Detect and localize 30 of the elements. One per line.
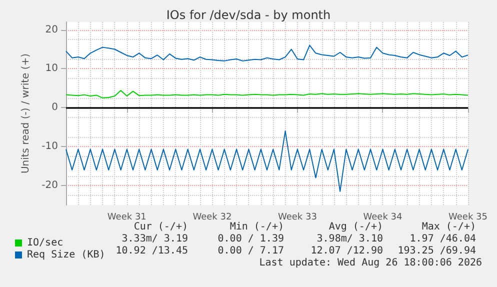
text: Max (-/+) bbox=[422, 222, 476, 232]
text: Cur (-/+) bbox=[134, 222, 188, 232]
legend-label: IO/sec bbox=[27, 238, 64, 248]
y-tick-label: 0 bbox=[52, 102, 58, 114]
legend-label: Req Size (KB) bbox=[27, 250, 106, 260]
chart-title: IOs for /dev/sda - by month bbox=[166, 8, 331, 22]
x-tick-label: Week 35 bbox=[448, 212, 488, 222]
y-tick-label: -10 bbox=[42, 141, 58, 152]
text: Avg (-/+) bbox=[328, 222, 383, 232]
text: Last update: Wed Aug 26 18:00:06 2026 bbox=[259, 258, 482, 268]
x-tick-label: Week 32 bbox=[192, 212, 232, 222]
line-series bbox=[66, 130, 468, 192]
y-axis-title: Units read (-) / write (+) bbox=[20, 53, 32, 174]
text: 193.25 /69.94 bbox=[398, 246, 476, 256]
line-series bbox=[66, 90, 468, 98]
text: 0.00 / 1.39 bbox=[218, 234, 284, 244]
text: 1.97 /46.04 bbox=[410, 234, 476, 244]
x-tick-label: Week 33 bbox=[278, 212, 317, 222]
text: 0.00 / 7.17 bbox=[218, 246, 284, 256]
x-tick-label: Week 31 bbox=[107, 212, 146, 222]
y-tick-label: 10 bbox=[45, 63, 58, 74]
x-tick-label: Week 34 bbox=[363, 212, 402, 222]
text: Min (-/+) bbox=[230, 222, 284, 232]
text: 3.33m/ 3.19 bbox=[122, 234, 188, 244]
text: 3.98m/ 3.10 bbox=[316, 234, 383, 244]
y-tick-label: -20 bbox=[42, 180, 58, 192]
line-series bbox=[66, 44, 468, 62]
text: 12.07 /12.90 bbox=[310, 246, 383, 256]
text: 10.92 /13.45 bbox=[116, 246, 188, 256]
y-tick-label: 20 bbox=[45, 24, 58, 36]
